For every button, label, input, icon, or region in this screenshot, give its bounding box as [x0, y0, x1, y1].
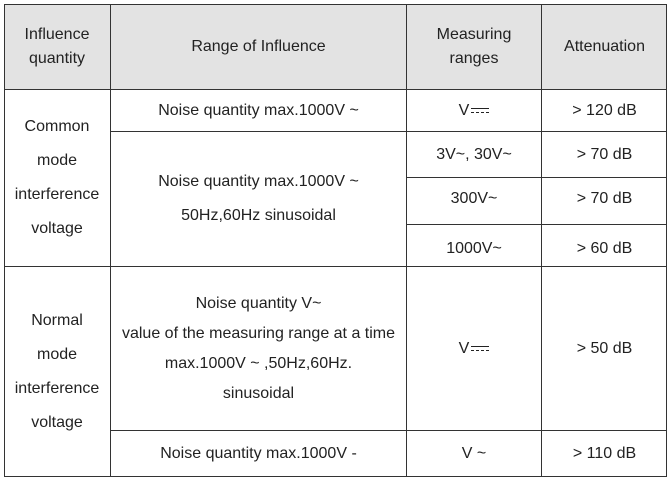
common-mode-measuring-4-text: 1000V~	[446, 239, 502, 257]
col-divider-1	[110, 4, 111, 477]
normal-mode-measuring-1: V	[407, 267, 541, 430]
common-mode-range-2: Noise quantity max.1000V ~ 50Hz,60Hz sin…	[111, 132, 406, 266]
normal-mode-range-2: Noise quantity max.1000V -	[111, 431, 406, 477]
header-attenuation-text: Attenuation	[564, 37, 645, 55]
normal-mode-attenuation-2-text: > 110 dB	[572, 445, 637, 462]
normal-mode-label-line4: voltage	[31, 414, 83, 431]
normal-mode-range-1: Noise quantity V~ value of the measuring…	[111, 267, 406, 430]
header-measuring-ranges: Measuring ranges	[407, 4, 541, 89]
common-mode-measuring-3-text: 300V~	[450, 190, 498, 207]
normal-mode-label-line1: Normal	[31, 312, 83, 329]
table-border-bottom	[4, 476, 667, 477]
header-measuring-ranges-line2: ranges	[449, 49, 499, 67]
common-mode-range-2-line2: 50Hz,60Hz sinusoidal	[181, 207, 336, 224]
common-mode-range-2-line1: Noise quantity max.1000V ~	[158, 173, 359, 190]
dc-symbol-icon	[471, 345, 490, 353]
header-range-of-influence: Range of Influence	[111, 4, 406, 89]
normal-mode-range-1-line3: max.1000V ~ ,50Hz,60Hz.	[164, 354, 353, 372]
normal-mode-range-1-line1: Noise quantity V~	[195, 294, 322, 312]
common-mode-measuring-1-text: V	[458, 101, 470, 119]
normal-mode-label: Normal mode interference voltage	[4, 267, 110, 477]
row-divider-common-3	[406, 224, 667, 225]
common-mode-label: Common mode interference voltage	[4, 90, 110, 266]
common-mode-attenuation-2: > 70 dB	[542, 132, 667, 177]
header-range-of-influence-text: Range of Influence	[191, 37, 326, 55]
normal-mode-attenuation-1-text: > 50 dB	[576, 339, 633, 357]
row-divider-normal-1	[110, 430, 667, 431]
row-divider-common-2	[406, 177, 667, 178]
normal-mode-measuring-2-text: V ~	[461, 445, 487, 462]
common-mode-label-line2: mode	[36, 152, 78, 169]
common-mode-measuring-3: 300V~	[407, 178, 541, 220]
dc-symbol-icon	[471, 107, 490, 115]
normal-mode-label-line3: interference	[14, 380, 100, 397]
table-border-top	[4, 4, 667, 5]
header-influence-quantity-line1: Influence	[24, 25, 90, 43]
normal-mode-measuring-1-text: V	[458, 339, 470, 357]
common-mode-measuring-1: V	[407, 90, 541, 131]
common-mode-measuring-4: 1000V~	[407, 226, 541, 271]
normal-mode-range-1-line4: sinusoidal	[222, 384, 295, 402]
table-border-left	[4, 4, 5, 477]
common-mode-attenuation-1: > 120 dB	[542, 90, 667, 131]
common-mode-label-line4: voltage	[31, 220, 83, 237]
common-mode-range-1-text: Noise quantity max.1000V ~	[158, 101, 359, 119]
common-mode-attenuation-3-text: > 70 dB	[576, 190, 633, 207]
row-divider-common-1	[110, 131, 667, 132]
common-mode-attenuation-4: > 60 dB	[542, 226, 667, 271]
header-measuring-ranges-line1: Measuring	[436, 25, 512, 43]
row-divider-header	[4, 89, 667, 90]
common-mode-attenuation-2-text: > 70 dB	[576, 145, 633, 163]
common-mode-label-line3: interference	[14, 186, 100, 203]
common-mode-attenuation-1-text: > 120 dB	[572, 101, 637, 119]
common-mode-measuring-2: 3V~, 30V~	[407, 132, 541, 177]
normal-mode-range-1-line2: value of the measuring range at a time	[121, 324, 396, 342]
influence-table: Influence quantity Range of Influence Me…	[4, 4, 667, 477]
common-mode-label-line1: Common	[24, 118, 90, 135]
row-divider-modes	[4, 266, 667, 267]
normal-mode-measuring-2: V ~	[407, 431, 541, 477]
normal-mode-label-line2: mode	[36, 346, 78, 363]
normal-mode-attenuation-1: > 50 dB	[542, 267, 667, 430]
common-mode-attenuation-3: > 70 dB	[542, 178, 667, 220]
header-influence-quantity-line2: quantity	[28, 49, 86, 67]
header-attenuation: Attenuation	[542, 4, 667, 89]
normal-mode-range-2-text: Noise quantity max.1000V -	[160, 445, 357, 462]
common-mode-measuring-2-text: 3V~, 30V~	[436, 145, 512, 163]
common-mode-range-1: Noise quantity max.1000V ~	[111, 90, 406, 131]
table-border-right	[666, 4, 667, 477]
col-divider-2	[406, 4, 407, 477]
normal-mode-attenuation-2: > 110 dB	[542, 431, 667, 477]
col-divider-3	[541, 4, 542, 477]
header-influence-quantity: Influence quantity	[4, 4, 110, 89]
common-mode-attenuation-4-text: > 60 dB	[576, 239, 633, 257]
